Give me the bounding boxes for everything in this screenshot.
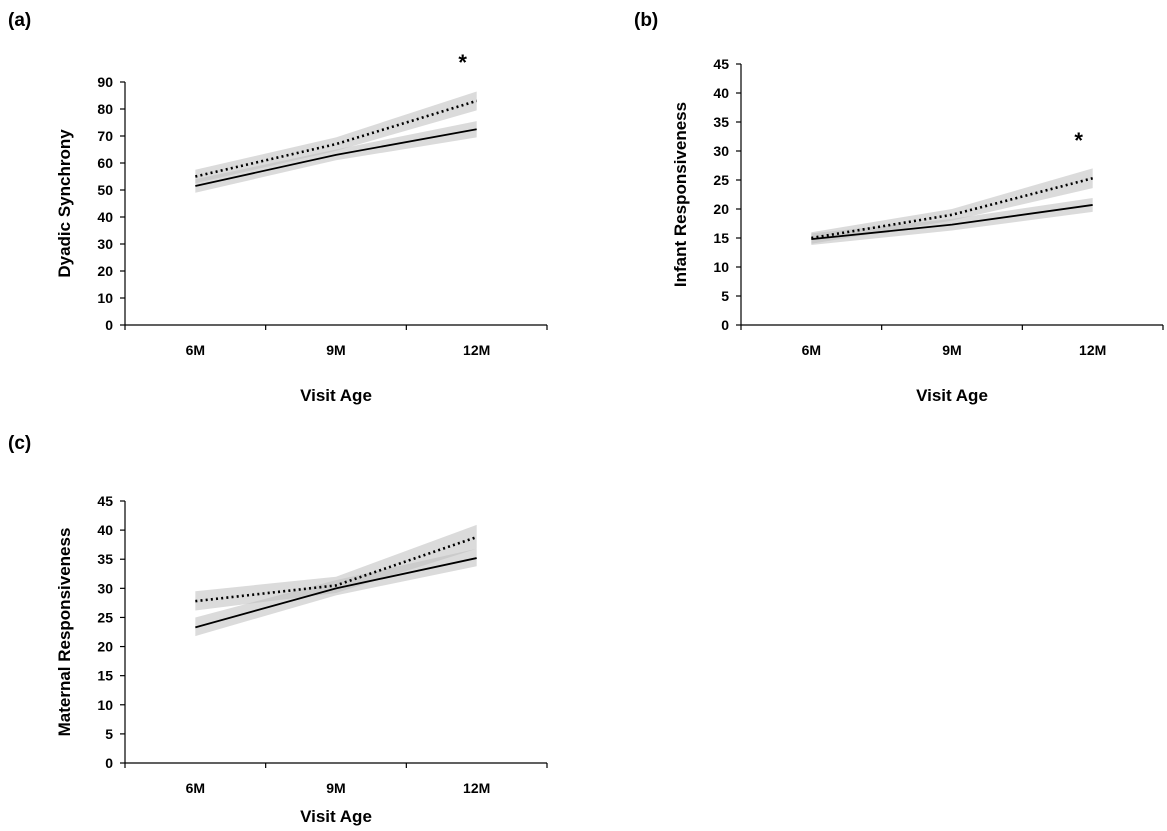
confidence-band-solid: [195, 121, 477, 193]
confidence-band-solid: [811, 197, 1093, 245]
chart-panel-2: (b) 0 5 10 15 20 25 30 35 40 45 6M 9M 12M Infant Respo…: [634, 10, 1164, 405]
confidence-band-dotted: [195, 91, 477, 184]
y-tick-label: 15: [713, 230, 729, 246]
y-tick-label: 5: [105, 726, 113, 742]
y-tick-label: 15: [97, 668, 113, 684]
series-line-dotted: [195, 99, 478, 178]
series-line-dotted: [195, 535, 478, 603]
series-line-dotted: [811, 177, 1093, 240]
y-tick-label: 20: [97, 639, 113, 655]
x-tick-label: 6M: [186, 342, 205, 358]
y-tick-label: 0: [721, 317, 729, 333]
y-tick-label: 35: [97, 551, 113, 567]
y-tick-label: 0: [105, 317, 113, 333]
x-tick-label: 6M: [186, 780, 205, 796]
y-tick-label: 40: [97, 209, 113, 225]
y-tick-label: 30: [713, 143, 729, 159]
y-tick-label: 60: [97, 155, 113, 171]
y-tick-label: 40: [713, 85, 729, 101]
y-axis-title: Maternal Responsiveness: [55, 528, 74, 737]
y-tick-label: 5: [721, 288, 729, 304]
y-tick-label: 20: [97, 263, 113, 279]
y-tick-label: 30: [97, 236, 113, 252]
series-line-solid: [195, 128, 477, 187]
chart-panel-1: (a) 0 10 20 30 40 50 60 70 80 90 6M 9M 12M Dyadic Sync…: [8, 10, 548, 405]
y-tick-label: 45: [713, 56, 729, 72]
y-tick-label: 20: [713, 201, 729, 217]
y-tick-label: 30: [97, 580, 113, 596]
significance-asterisk: *: [458, 50, 467, 75]
y-tick-label: 35: [713, 114, 729, 130]
x-tick-label: 9M: [326, 780, 345, 796]
confidence-band-dotted: [811, 168, 1093, 244]
x-tick-label: 9M: [326, 342, 345, 358]
y-tick-label: 50: [97, 182, 113, 198]
series-line-solid: [195, 557, 477, 629]
y-tick-label: 25: [713, 172, 729, 188]
y-tick-label: 70: [97, 128, 113, 144]
x-axis-title: Visit Age: [916, 386, 988, 405]
panel-label: (c): [8, 433, 31, 454]
chart-panel-3: (c) 0 5 10 15 20 25 30 35 40 45 6M 9M 12M Maternal Res…: [8, 433, 548, 826]
y-tick-label: 90: [97, 74, 113, 90]
y-tick-label: 10: [713, 259, 729, 275]
y-tick-label: 10: [97, 697, 113, 713]
series-line-solid: [811, 204, 1093, 241]
confidence-band-solid: [195, 548, 477, 637]
y-tick-label: 45: [97, 493, 113, 509]
x-axis-title: Visit Age: [300, 807, 372, 826]
confidence-band-dotted: [195, 524, 477, 611]
panel-label: (b): [634, 10, 658, 31]
y-axis-title: Dyadic Synchrony: [55, 129, 74, 278]
y-tick-label: 80: [97, 101, 113, 117]
x-tick-label: 9M: [942, 342, 961, 358]
x-axis-title: Visit Age: [300, 386, 372, 405]
x-tick-label: 12M: [1079, 342, 1106, 358]
x-tick-label: 6M: [802, 342, 821, 358]
y-tick-label: 40: [97, 522, 113, 538]
panel-label: (a): [8, 10, 31, 31]
y-tick-label: 25: [97, 609, 113, 625]
significance-asterisk: *: [1074, 128, 1083, 153]
x-tick-label: 12M: [463, 780, 490, 796]
y-tick-label: 10: [97, 290, 113, 306]
y-axis-title: Infant Responsiveness: [671, 102, 690, 287]
x-tick-label: 12M: [463, 342, 490, 358]
y-tick-label: 0: [105, 755, 113, 771]
